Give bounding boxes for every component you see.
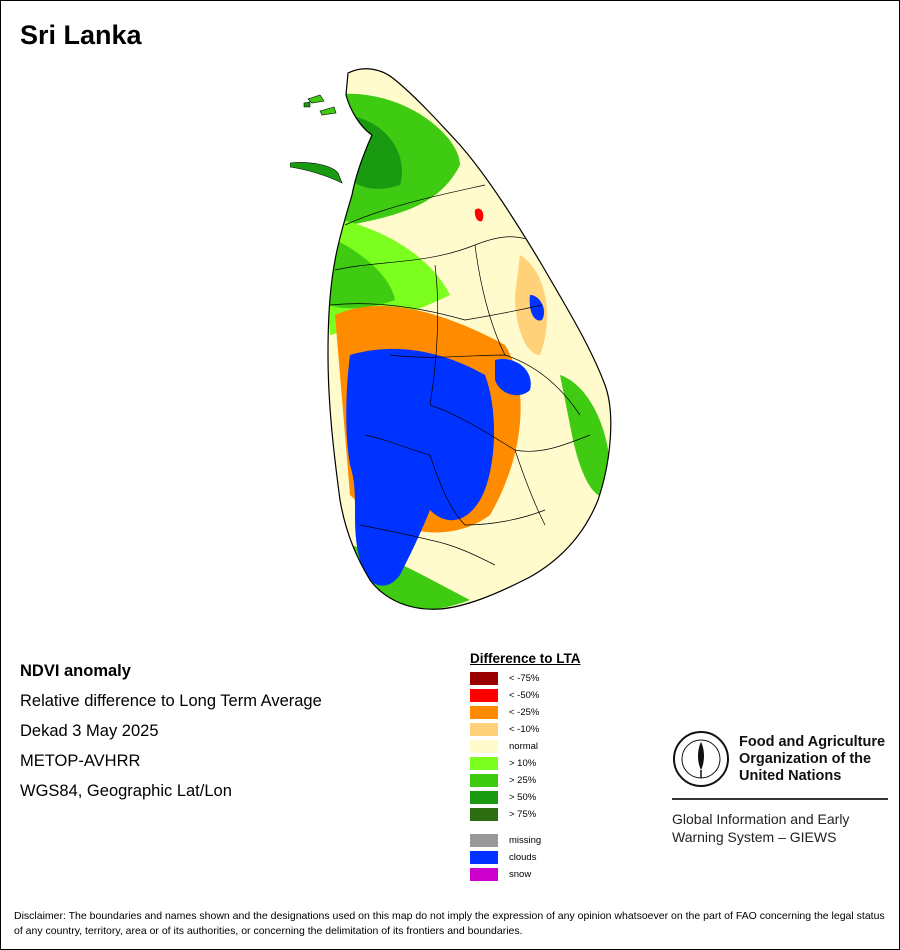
fao-logo: Food and Agriculture Organization of the… <box>672 730 888 788</box>
legend-swatch <box>470 851 498 864</box>
giews-line: Warning System – GIEWS <box>672 829 837 845</box>
legend-swatch <box>470 834 498 847</box>
map-title: Sri Lanka <box>20 20 142 50</box>
legend-label: > 25% <box>509 775 537 786</box>
legend-swatch <box>470 791 498 804</box>
fao-org-line: Organization of the <box>739 750 872 767</box>
legend-row: snow <box>470 866 581 883</box>
legend-row: < -10% <box>470 721 581 738</box>
legend-swatch <box>470 689 498 702</box>
legend-label: > 10% <box>509 758 537 769</box>
legend-label: < -50% <box>509 690 540 701</box>
legend-swatch <box>470 723 498 736</box>
legend-row: < -25% <box>470 704 581 721</box>
legend-label: > 50% <box>509 792 537 803</box>
legend-row: clouds <box>470 849 581 866</box>
legend-title: Difference to LTA <box>470 651 581 666</box>
disclaimer: Disclaimer: The boundaries and names sho… <box>14 910 885 937</box>
legend-swatch <box>470 774 498 787</box>
fao-org-name: Food and Agriculture Organization of the… <box>739 734 885 785</box>
legend-label: > 75% <box>509 809 537 820</box>
legend-label: < -75% <box>509 673 540 684</box>
legend-row: < -50% <box>470 687 581 704</box>
district-boundaries <box>329 184 591 566</box>
mannar-island <box>290 162 343 184</box>
map-info: NDVI anomaly Relative difference to Long… <box>20 656 322 806</box>
legend-row: missing <box>470 832 581 849</box>
legend-swatch <box>470 706 498 719</box>
legend-swatch <box>470 868 498 881</box>
legend-extras: missing clouds snow <box>470 832 581 883</box>
cloud-patch-northeast <box>529 295 545 321</box>
legend-label: snow <box>509 869 532 880</box>
islet <box>307 94 325 104</box>
legend-label: clouds <box>509 852 537 863</box>
info-line: WGS84, Geographic Lat/Lon <box>20 782 232 800</box>
giews-name: Global Information and Early Warning Sys… <box>672 810 888 846</box>
legend-swatch <box>470 808 498 821</box>
legend-row: normal <box>470 738 581 755</box>
fao-org-line: Food and Agriculture <box>739 733 886 750</box>
info-line: Dekad 3 May 2025 <box>20 722 159 740</box>
fao-divider <box>672 798 888 800</box>
info-heading: NDVI anomaly <box>20 662 131 680</box>
islet <box>319 106 337 116</box>
legend-gap <box>470 823 581 832</box>
legend-label: < -25% <box>509 707 540 718</box>
legend-row: > 10% <box>470 755 581 772</box>
legend-row: < -75% <box>470 670 581 687</box>
fao-emblem-icon <box>673 731 729 787</box>
giews-line: Global Information and Early <box>672 811 850 827</box>
west-green <box>328 235 395 309</box>
legend: Difference to LTA < -75% < -50% < -25% < -1… <box>470 651 581 883</box>
legend-label: missing <box>509 835 542 846</box>
ndvi-anomaly-map <box>290 68 612 610</box>
info-line: METOP-AVHRR <box>20 752 141 770</box>
cloud-cover <box>346 348 495 586</box>
legend-label: < -10% <box>509 724 540 735</box>
legend-row: > 25% <box>470 772 581 789</box>
coastline <box>327 68 612 610</box>
fao-org-line: United Nations <box>739 767 842 784</box>
legend-swatch <box>470 740 498 753</box>
legend-row: > 75% <box>470 806 581 823</box>
legend-swatch <box>470 757 498 770</box>
info-line: Relative difference to Long Term Average <box>20 692 322 710</box>
red-spot <box>474 208 484 222</box>
fao-logo-block: Food and Agriculture Organization of the… <box>672 730 888 846</box>
east-green <box>560 375 611 497</box>
legend-swatch <box>470 672 498 685</box>
legend-label: normal <box>509 741 539 752</box>
legend-row: > 50% <box>470 789 581 806</box>
islet <box>303 101 311 108</box>
cloud-patch-east <box>495 359 531 396</box>
legend-items: < -75% < -50% < -25% < -10% normal > 10% > 25%… <box>470 670 581 823</box>
